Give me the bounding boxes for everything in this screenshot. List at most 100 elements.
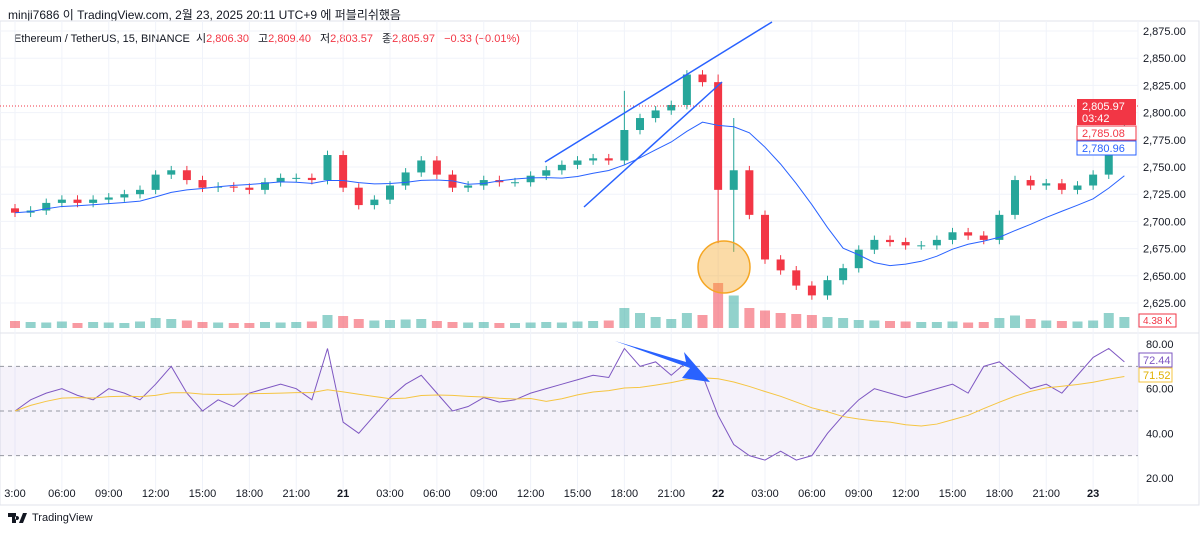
- time-tick-label: 12:00: [517, 488, 545, 500]
- low-value: 2,803.57: [330, 33, 373, 45]
- price-tick-label: 2,650.00: [1143, 271, 1186, 283]
- volume-bar: [760, 310, 770, 328]
- price-tick-label: 2,825.00: [1143, 80, 1186, 92]
- time-tick-label: 12:00: [142, 488, 170, 500]
- candle-body: [339, 155, 348, 188]
- volume-bar: [10, 321, 20, 328]
- candle-body: [401, 172, 410, 186]
- candle-body: [901, 242, 910, 246]
- volume-bar: [1088, 320, 1099, 328]
- candle-body: [42, 202, 51, 211]
- volume-bar: [369, 320, 380, 328]
- candle-body: [995, 214, 1004, 240]
- highlight-circle[interactable]: [697, 240, 751, 294]
- candle-body: [589, 158, 598, 161]
- candle-body: [448, 174, 457, 188]
- candle-body: [432, 160, 441, 175]
- volume-bar: [744, 308, 755, 328]
- volume-bar: [697, 315, 708, 328]
- arrow-annotation[interactable]: [615, 341, 710, 382]
- time-tick-label: 15:00: [939, 488, 967, 500]
- candle-body: [104, 197, 113, 200]
- rsi-badge-text: 72.44: [1143, 355, 1171, 367]
- volume-bar: [916, 322, 927, 328]
- symbol-name[interactable]: Ethereum / TetherUS, 15, BINANCE: [14, 33, 190, 45]
- volume-bar: [478, 322, 489, 328]
- candle-body: [682, 74, 691, 105]
- candle-body: [1073, 185, 1082, 190]
- candle-body: [964, 232, 973, 236]
- time-tick-label: 03:00: [751, 488, 779, 500]
- candle-body: [89, 199, 98, 203]
- volume-bar: [806, 315, 817, 328]
- volume-bar: [494, 323, 505, 328]
- candle-body: [854, 249, 863, 269]
- candle-body: [745, 170, 754, 215]
- candle-body: [26, 210, 35, 213]
- candle-body: [698, 74, 707, 83]
- volume-bar: [416, 319, 427, 328]
- candle-body: [948, 232, 957, 240]
- price-tick-label: 2,700.00: [1143, 216, 1186, 228]
- candle-body: [323, 155, 332, 181]
- volume-bar: [322, 315, 333, 328]
- open-value: 2,806.30: [206, 33, 249, 45]
- tradingview-logo[interactable]: TradingView: [8, 512, 93, 524]
- time-tick-label: 21: [337, 488, 349, 500]
- candle-body: [354, 187, 363, 206]
- volume-bar: [275, 322, 286, 328]
- volume-bar: [1072, 321, 1083, 328]
- volume-bar: [791, 314, 802, 328]
- price-tick-label: 2,800.00: [1143, 108, 1186, 120]
- candle-body: [636, 118, 644, 131]
- time-tick-label: 21:00: [1032, 488, 1060, 500]
- volume-bar: [650, 317, 661, 328]
- volume-bar: [1025, 319, 1036, 328]
- candle-body: [1089, 174, 1098, 186]
- candle-body: [73, 199, 82, 203]
- ma-badge-text: 2,780.96: [1082, 143, 1125, 155]
- volume-badge: [1138, 313, 1177, 328]
- volume-bar: [119, 323, 130, 328]
- candle-body: [761, 214, 769, 260]
- time-tick-label: 09:00: [95, 488, 123, 500]
- ma-badge: [1076, 140, 1137, 156]
- volume-bar: [713, 283, 724, 328]
- candle-body: [526, 175, 535, 183]
- rsi-ma-line: [14, 376, 1125, 427]
- price-tick-label: 2,675.00: [1143, 244, 1186, 256]
- close-label: 종: [382, 33, 393, 45]
- wedge-lower-trendline[interactable]: [583, 81, 723, 208]
- volume-bar: [103, 322, 114, 328]
- candle-body: [1104, 139, 1113, 175]
- time-tick-label: 06:00: [48, 488, 76, 500]
- rsi-ma-badge-text: 71.52: [1143, 370, 1171, 382]
- candle-body: [214, 186, 223, 188]
- price-tick-label: 2,750.00: [1143, 162, 1186, 174]
- candle-body: [292, 177, 301, 179]
- price-badge: [1076, 125, 1137, 141]
- candle-body: [886, 239, 894, 243]
- change-value: −0.33 (−0.01%): [444, 33, 520, 45]
- volume-bar: [525, 322, 536, 328]
- volume-bar: [166, 319, 177, 328]
- candle-body: [136, 189, 144, 195]
- volume-bar: [978, 322, 989, 328]
- volume-bar: [1119, 317, 1130, 328]
- volume-bar: [197, 322, 208, 328]
- price-tick-label: 2,725.00: [1143, 189, 1186, 201]
- candle-body: [729, 170, 738, 190]
- brand-name: TradingView: [32, 512, 93, 524]
- volume-bar: [1041, 320, 1052, 328]
- volume-bar: [775, 313, 786, 328]
- candle-body: [1011, 180, 1019, 215]
- volume-bar: [931, 322, 942, 328]
- time-tick-label: 03:00: [376, 488, 404, 500]
- volume-bar: [541, 322, 552, 328]
- rsi-ma-badge: [1138, 367, 1173, 383]
- candle-body: [370, 199, 379, 206]
- volume-bar: [822, 317, 833, 328]
- price-tick-label: 2,875.00: [1143, 26, 1186, 38]
- wedge-upper-trendline[interactable]: [544, 21, 773, 163]
